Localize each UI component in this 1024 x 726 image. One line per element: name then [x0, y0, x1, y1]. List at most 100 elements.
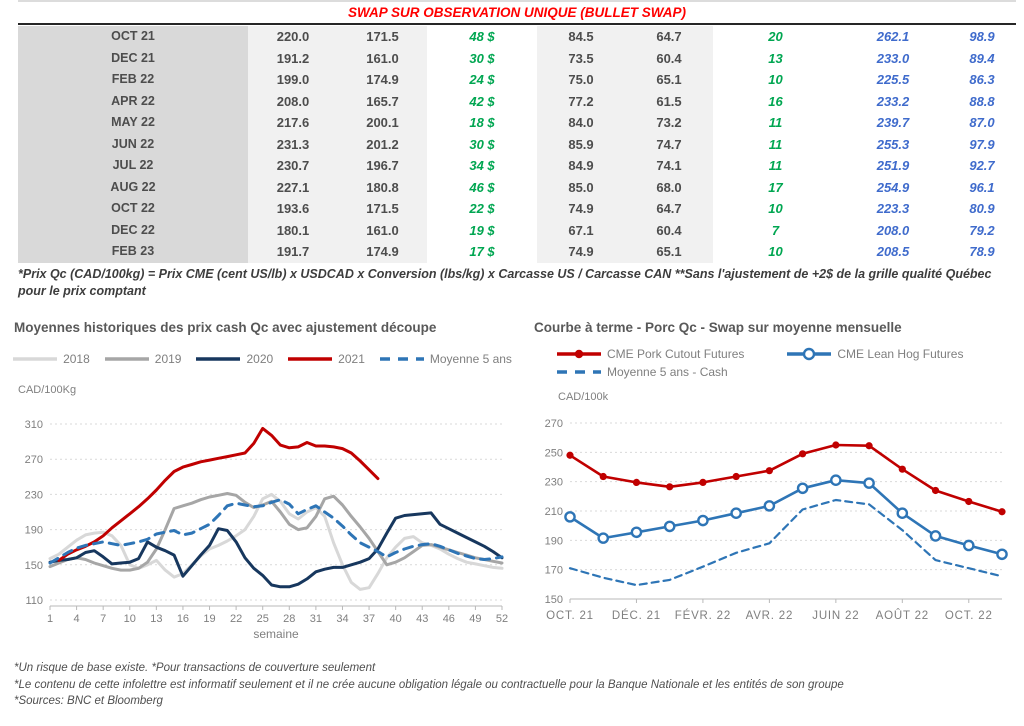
value-cell: 88.8	[969, 93, 995, 109]
legend-swatch-cme-lean-hog-futures-icon	[787, 347, 832, 361]
svg-text:OCT. 21: OCT. 21	[546, 610, 594, 622]
month-cell: DEC 22	[18, 219, 248, 241]
table-title-rule	[18, 23, 1016, 25]
value-cell: 87.0	[969, 115, 995, 130]
value-cell: 74.9	[537, 198, 625, 220]
svg-text:semaine: semaine	[253, 627, 299, 641]
forward-chart: 150 170 190 210 230 250 270 OCT. 21 DÉC. 21 FÉVR.…	[534, 402, 1016, 663]
table-row: DEC 22 180.1 161.0 19 $ 67.1 60.4 7 208.0 79.2	[18, 219, 1016, 241]
value-cell: 60.4	[625, 219, 713, 241]
value-cell: 85.9	[537, 133, 625, 155]
forward-chart-title: Courbe à terme - Porc Qc - Swap sur moye…	[534, 320, 902, 335]
value-cell: 11	[768, 136, 783, 152]
value-cell: 171.5	[338, 198, 427, 220]
month-cell: FEB 23	[18, 241, 248, 263]
legend-swatch-2020-icon	[196, 357, 241, 361]
legend-label: 2019	[154, 352, 182, 366]
historical-chart-y-unit: CAD/100Kg	[18, 384, 77, 396]
value-cell: 208.0	[248, 90, 338, 112]
value-cell: 208.0	[876, 222, 910, 238]
month-cell: FEB 22	[18, 69, 248, 91]
svg-text:270: 270	[545, 418, 563, 430]
legend-swatch-2019-icon	[104, 357, 149, 361]
svg-text:31: 31	[310, 613, 322, 625]
value-cell: 199.0	[248, 69, 338, 91]
bottom-footnotes: *Un risque de base existe. *Pour transac…	[14, 660, 1014, 710]
value-cell: 46 $	[469, 179, 495, 195]
footnote-line: *Un risque de base existe. *Pour transac…	[14, 662, 376, 674]
value-cell: 30 $	[469, 50, 495, 66]
value-cell: 65.1	[625, 69, 713, 91]
table-row: APR 22 208.0 165.7 42 $ 77.2 61.5 16 233.2 88.8	[18, 90, 1016, 112]
value-cell: 20	[768, 29, 783, 44]
svg-text:150: 150	[25, 560, 43, 572]
value-cell: 193.6	[248, 198, 338, 220]
svg-text:270: 270	[25, 454, 43, 466]
value-cell: 180.1	[248, 219, 338, 241]
value-cell: 191.7	[248, 241, 338, 263]
svg-text:210: 210	[545, 506, 563, 518]
value-cell: 64.7	[625, 26, 713, 48]
value-cell: 74.1	[625, 155, 713, 177]
svg-text:37: 37	[363, 613, 375, 625]
svg-text:JUIN 22: JUIN 22	[812, 610, 859, 622]
legend-item: Moyenne 5 ans	[379, 352, 512, 366]
svg-text:170: 170	[545, 565, 563, 577]
value-cell: 174.9	[338, 241, 427, 263]
legend-item: CME Pork Cutout Futures	[556, 347, 744, 361]
svg-text:13: 13	[150, 613, 162, 625]
month-cell: OCT 21	[18, 26, 248, 48]
month-cell: DEC 21	[18, 47, 248, 69]
value-cell: 73.2	[625, 112, 713, 134]
value-cell: 262.1	[876, 29, 910, 44]
value-cell: 161.0	[338, 47, 427, 69]
legend-item: Moyenne 5 ans - Cash	[556, 365, 728, 379]
month-cell: JUN 22	[18, 133, 248, 155]
value-cell: 67.1	[537, 219, 625, 241]
value-cell: 208.5	[876, 244, 910, 259]
forward-chart-svg: 150 170 190 210 230 250 270 OCT. 21 DÉC. 21 FÉVR.…	[545, 418, 1008, 622]
value-cell: 231.3	[248, 133, 338, 155]
value-cell: 11	[768, 158, 783, 173]
value-cell: 64.7	[625, 198, 713, 220]
legend-label: 2020	[246, 352, 274, 366]
value-cell: 180.8	[338, 176, 427, 198]
table-row: OCT 21 220.0 171.5 48 $ 84.5 64.7 20 262.1 98.9	[18, 26, 1016, 48]
svg-text:310: 310	[25, 419, 43, 431]
footnote-line: *Le contenu de cette infolettre est info…	[14, 678, 844, 691]
value-cell: 200.1	[338, 112, 427, 134]
value-cell: 10	[768, 72, 783, 87]
historical-chart: 110 150 190 230 270 310 1 4 7 10 13 16 19 22 25 28 31 34 3…	[14, 402, 510, 665]
value-cell: 191.2	[248, 47, 338, 69]
value-cell: 75.0	[537, 69, 625, 91]
value-cell: 84.9	[537, 155, 625, 177]
value-cell: 255.3	[876, 136, 910, 152]
svg-text:AOÛT 22: AOÛT 22	[876, 609, 929, 622]
historical-chart-legend: 2018 2019 2020 2021 Moyenne 5 ans	[12, 352, 512, 371]
value-cell: 161.0	[338, 219, 427, 241]
legend-item: 2021	[287, 352, 365, 366]
value-cell: 201.2	[338, 133, 427, 155]
svg-text:1: 1	[47, 613, 53, 625]
svg-text:230: 230	[545, 477, 563, 489]
value-cell: 233.2	[876, 93, 910, 109]
legend-item: 2018	[12, 352, 90, 366]
svg-text:28: 28	[283, 613, 295, 625]
legend-label: Moyenne 5 ans	[429, 352, 512, 366]
value-cell: 30 $	[469, 136, 495, 152]
value-cell: 251.9	[876, 158, 910, 173]
svg-text:40: 40	[390, 613, 402, 625]
month-cell: APR 22	[18, 90, 248, 112]
svg-text:250: 250	[545, 447, 563, 459]
month-cell: JUL 22	[18, 155, 248, 177]
table-top-edge	[18, 0, 1016, 2]
value-cell: 254.9	[876, 179, 910, 195]
value-cell: 227.1	[248, 176, 338, 198]
value-cell: 233.0	[876, 50, 910, 66]
value-cell: 220.0	[248, 26, 338, 48]
value-cell: 97.9	[969, 136, 995, 152]
value-cell: 217.6	[248, 112, 338, 134]
legend-label: Moyenne 5 ans - Cash	[607, 365, 728, 379]
value-cell: 18 $	[469, 115, 495, 130]
